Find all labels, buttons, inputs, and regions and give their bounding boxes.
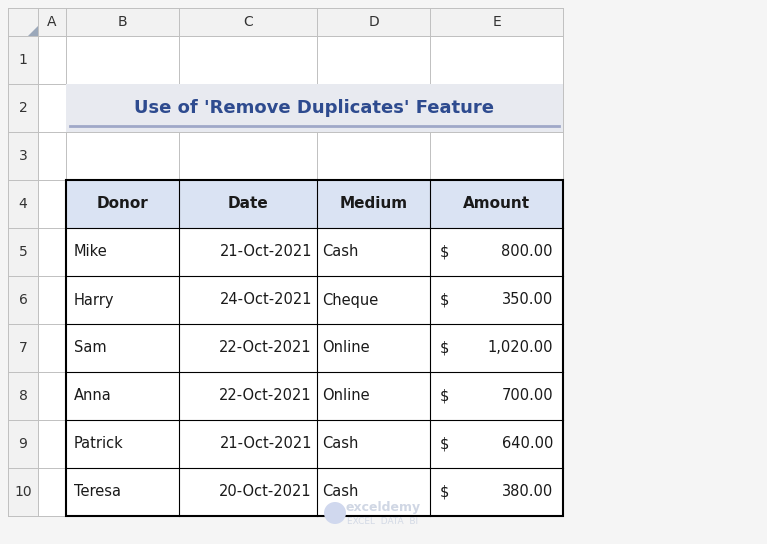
Text: Amount: Amount	[463, 196, 530, 212]
Text: D: D	[368, 15, 379, 29]
Bar	[66, 84, 563, 132]
Text: 24-Oct-2021: 24-Oct-2021	[219, 293, 312, 307]
Text: A: A	[48, 15, 57, 29]
Text: exceldemy: exceldemy	[345, 502, 420, 515]
Bar	[66, 180, 563, 516]
Text: 3: 3	[18, 149, 28, 163]
Text: Cash: Cash	[322, 436, 358, 452]
Text: 9: 9	[18, 437, 28, 451]
Bar	[8, 8, 563, 36]
Text: $: $	[440, 436, 449, 452]
Text: 640.00: 640.00	[502, 436, 553, 452]
Text: 7: 7	[18, 341, 28, 355]
Text: $: $	[440, 485, 449, 499]
Text: Harry: Harry	[74, 293, 114, 307]
Text: 20-Oct-2021: 20-Oct-2021	[219, 485, 312, 499]
Text: 2: 2	[18, 101, 28, 115]
Text: Cash: Cash	[322, 244, 358, 259]
Text: $: $	[440, 341, 449, 355]
Text: 21-Oct-2021: 21-Oct-2021	[219, 244, 312, 259]
Text: Cheque: Cheque	[322, 293, 378, 307]
Polygon shape	[28, 26, 38, 36]
Text: B: B	[117, 15, 127, 29]
Text: Medium: Medium	[340, 196, 407, 212]
Text: 800.00: 800.00	[502, 244, 553, 259]
Text: 4: 4	[18, 197, 28, 211]
Text: E: E	[492, 15, 501, 29]
Text: Anna: Anna	[74, 388, 112, 404]
Text: 1: 1	[18, 53, 28, 67]
Bar	[66, 180, 563, 228]
Text: C: C	[243, 15, 253, 29]
Text: Cash: Cash	[322, 485, 358, 499]
Text: 6: 6	[18, 293, 28, 307]
Text: 22-Oct-2021: 22-Oct-2021	[219, 388, 312, 404]
Text: $: $	[440, 293, 449, 307]
Text: $: $	[440, 244, 449, 259]
Text: EXCEL  DATA  BI: EXCEL DATA BI	[347, 516, 419, 526]
Text: 700.00: 700.00	[502, 388, 553, 404]
Circle shape	[324, 502, 346, 524]
Text: 10: 10	[14, 485, 31, 499]
Text: 380.00: 380.00	[502, 485, 553, 499]
Text: 5: 5	[18, 245, 28, 259]
Text: 8: 8	[18, 389, 28, 403]
Bar	[8, 8, 38, 516]
Text: 1,020.00: 1,020.00	[488, 341, 553, 355]
Text: Use of 'Remove Duplicates' Feature: Use of 'Remove Duplicates' Feature	[134, 99, 495, 117]
Text: Sam: Sam	[74, 341, 107, 355]
Text: Donor: Donor	[97, 196, 148, 212]
Text: $: $	[440, 388, 449, 404]
Text: Mike: Mike	[74, 244, 107, 259]
Text: Online: Online	[322, 388, 370, 404]
Bar	[8, 8, 563, 516]
Text: 350.00: 350.00	[502, 293, 553, 307]
Text: Teresa: Teresa	[74, 485, 121, 499]
Text: Patrick: Patrick	[74, 436, 123, 452]
Text: Online: Online	[322, 341, 370, 355]
Text: 22-Oct-2021: 22-Oct-2021	[219, 341, 312, 355]
Text: Date: Date	[228, 196, 268, 212]
Text: 21-Oct-2021: 21-Oct-2021	[219, 436, 312, 452]
